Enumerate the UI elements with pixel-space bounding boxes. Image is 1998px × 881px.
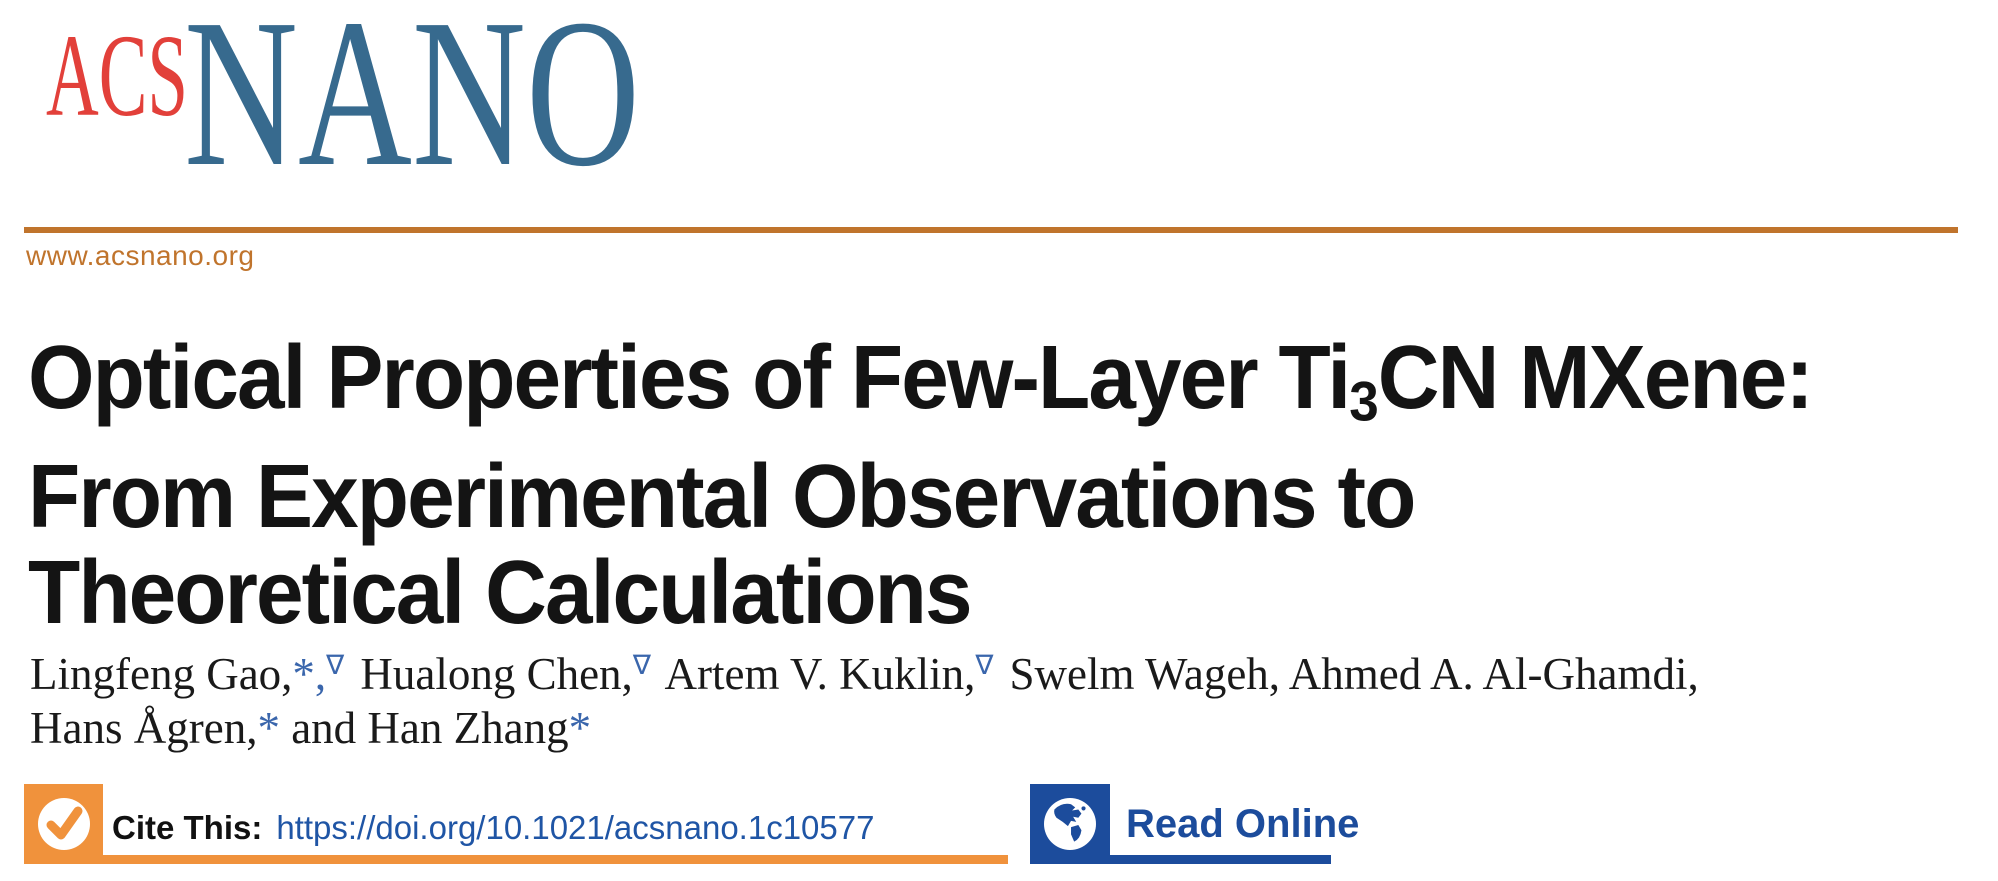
title-line-3: Theoretical Calculations [28, 543, 973, 644]
cite-this-label: Cite This: [112, 809, 263, 846]
authors-line-2: Hans Ågren,* and Han Zhang* [30, 704, 1930, 752]
author-affiliation-marker: * [568, 703, 592, 753]
author-affiliation-marker: ∇ [632, 650, 651, 681]
article-title: Optical Properties of Few-Layer Ti3CN MX… [28, 330, 1985, 641]
acs-nano-logo: ACS NANO [46, 2, 640, 180]
read-online-underline [1110, 855, 1331, 864]
author-name: Hans Ågren, [30, 703, 258, 753]
author-name: and Han Zhang [279, 703, 569, 753]
acs-logo-text: ACS [46, 10, 188, 141]
author-name: Hualong Chen, [349, 649, 633, 699]
checkmark-circle-icon [37, 798, 90, 850]
globe-americas-icon [1044, 798, 1096, 850]
author-name: Artem V. Kuklin, [655, 649, 976, 699]
authors-line-1: Lingfeng Gao,*,∇ Hualong Chen,∇ Artem V.… [30, 650, 1930, 704]
title-line-1: Optical Properties of Few-Layer Ti3CN MX… [28, 328, 1814, 433]
cite-this-badge [24, 784, 103, 864]
title-line-2: From Experimental Observations to [28, 447, 1416, 548]
doi-link[interactable]: https://doi.org/10.1021/acsnano.1c10577 [276, 809, 875, 846]
author-list: Lingfeng Gao,*,∇ Hualong Chen,∇ Artem V.… [30, 650, 1930, 752]
author-affiliation-marker: , [314, 649, 327, 699]
author-affiliation-marker: ∇ [326, 650, 345, 681]
read-online-label: Read Online [1126, 802, 1360, 846]
author-name: Lingfeng Gao, [30, 649, 293, 699]
cite-this-underline [103, 855, 1008, 864]
author-affiliation-marker: * [257, 703, 280, 753]
cite-this-row: Cite This: https://doi.org/10.1021/acsna… [112, 806, 874, 850]
author-name: Swelm Wageh, Ahmed A. Al-Ghamdi, [998, 649, 1699, 699]
read-online-badge [1030, 784, 1110, 864]
nano-logo-text: NANO [184, 2, 640, 180]
journal-url-link[interactable]: www.acsnano.org [26, 240, 255, 271]
masthead-rule [24, 227, 1958, 233]
ti3cn-subscript: 3 [1349, 369, 1378, 433]
read-online-button[interactable]: Read Online [1030, 784, 1359, 864]
author-affiliation-marker: ∇ [975, 650, 994, 681]
author-affiliation-marker: * [292, 649, 315, 699]
